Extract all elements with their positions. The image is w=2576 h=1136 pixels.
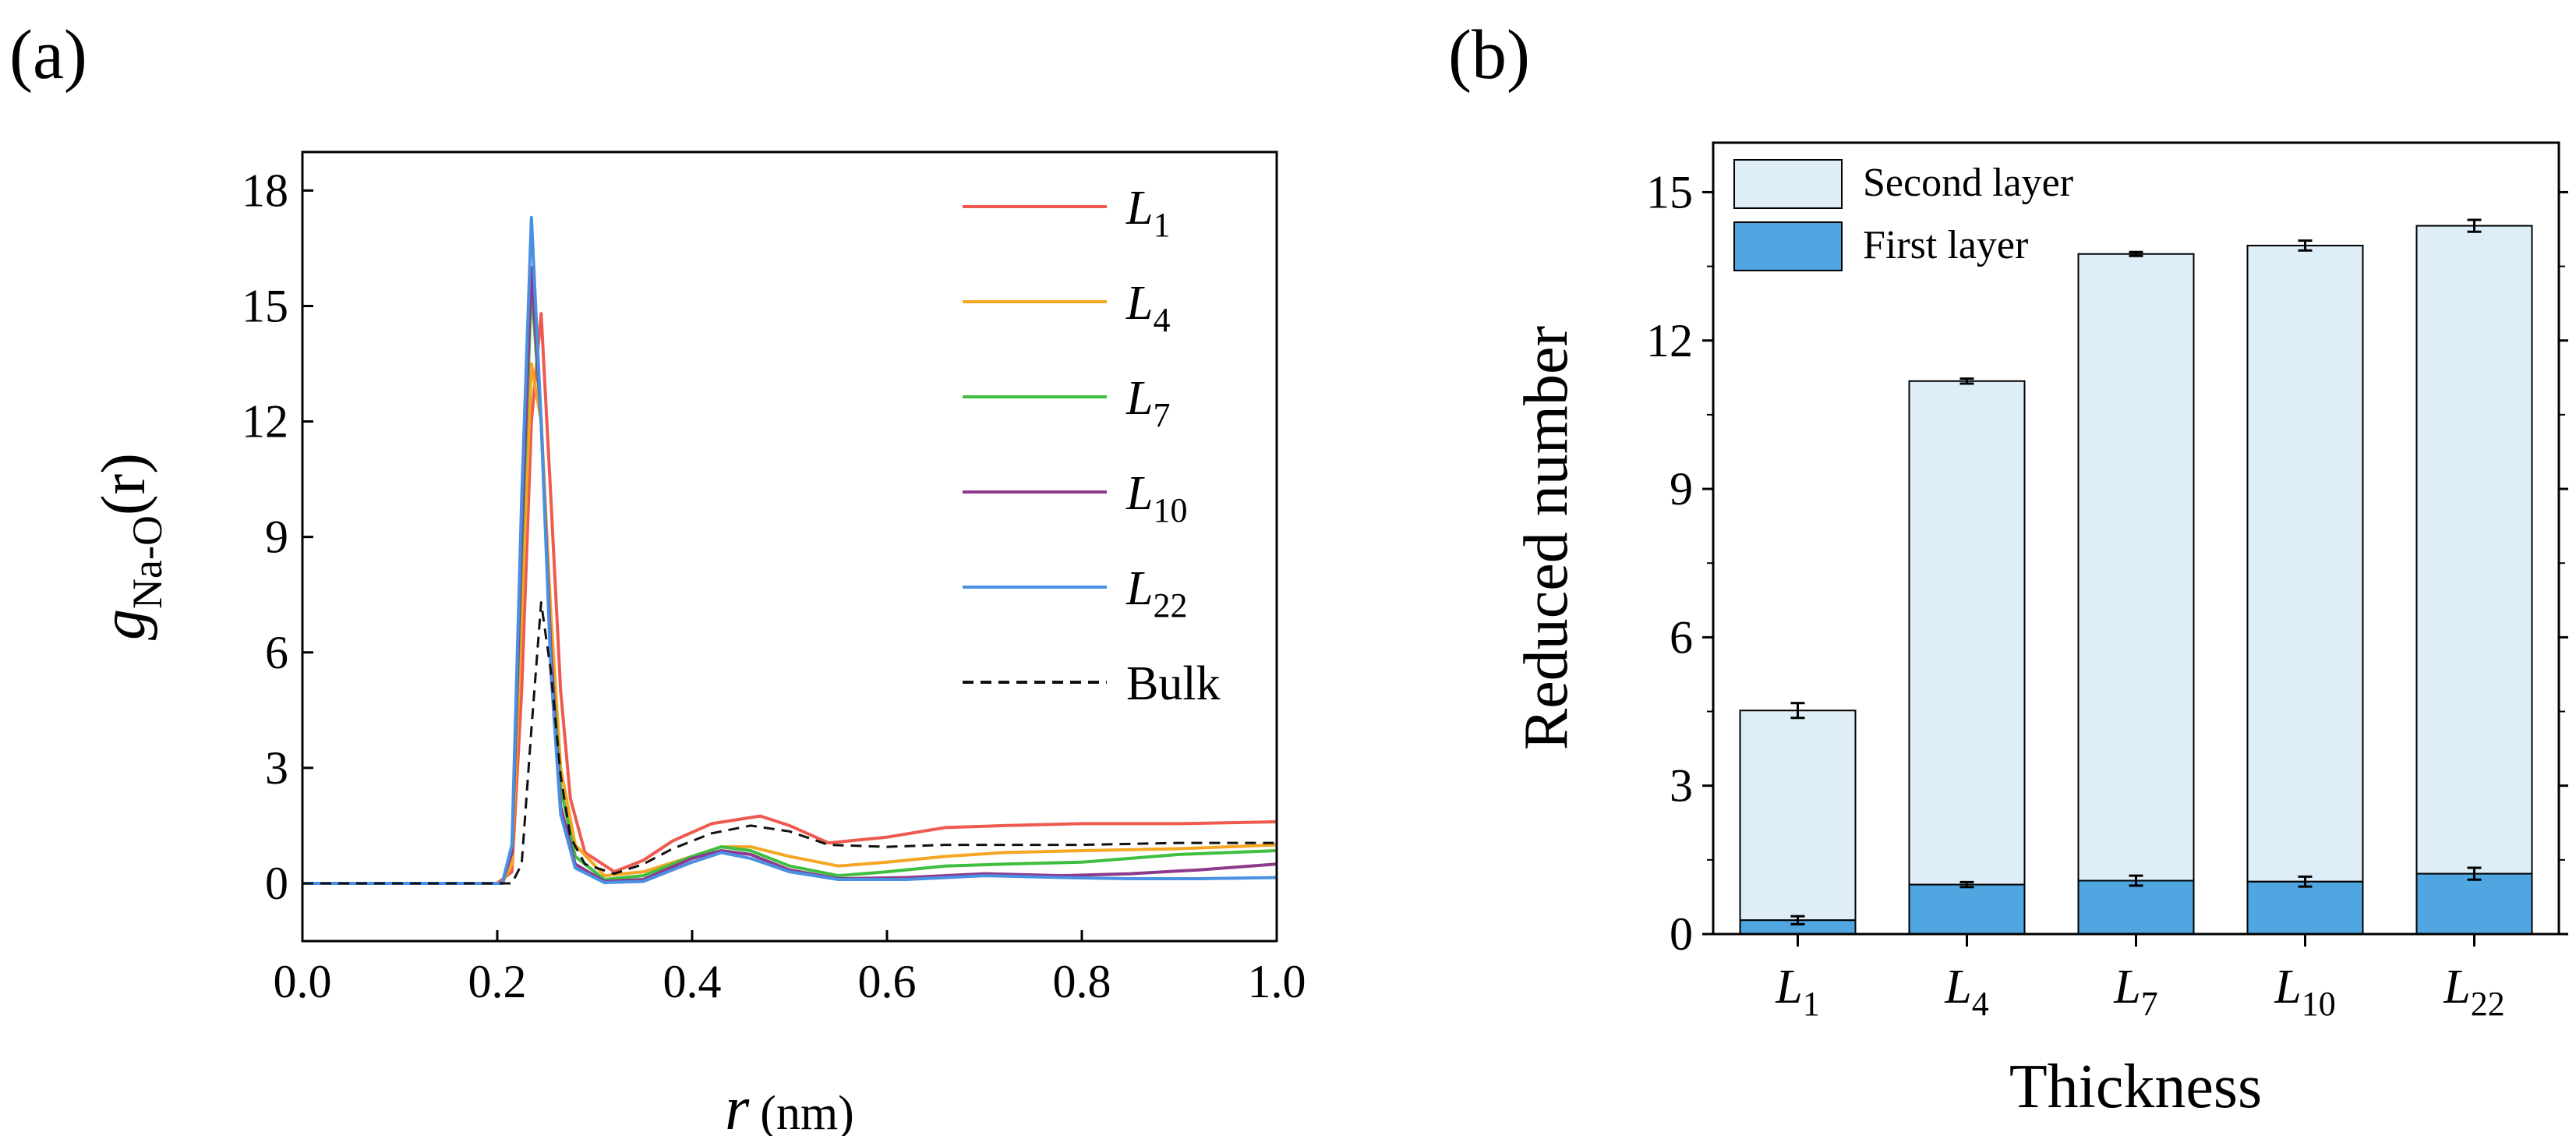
panel-b-bar-chart: (b) L1 L4 L7 L10 L22 0 3 6 9 12 15 Second layer Fir… <box>1448 16 2568 1121</box>
error-bar <box>1790 702 1805 720</box>
error-bar <box>1959 880 1974 889</box>
bar-second-layer <box>1739 710 1857 922</box>
panel-a-ticks: 0 3 6 9 12 15 18 0.0 0.2 0.4 0.6 0.8 1.0 <box>242 165 1306 1007</box>
panel-b-label: (b) <box>1448 16 1530 94</box>
panel-a-legend: L1 L4 L7 L10 L22 Bulk <box>963 182 1221 710</box>
panel-b-x-tick-label: L4 <box>1944 961 1988 1023</box>
panel-a-x-tick-label: 0.4 <box>663 956 722 1007</box>
panel-b-y-tick-label: 6 <box>1670 611 1693 663</box>
panel-b-x-tick-label: L10 <box>2274 961 2335 1023</box>
panel-a-x-tick-label: 0.6 <box>858 956 917 1007</box>
panel-b-y-tick-label: 12 <box>1646 315 1693 366</box>
error-bar <box>2129 250 2143 257</box>
panel-a-x-axis-title: r (nm) <box>725 1074 854 1136</box>
error-bar <box>1959 377 1974 385</box>
panel-b-y-tick-label: 3 <box>1670 760 1693 812</box>
error-bar <box>2467 866 2482 881</box>
panel-a-series-line-L4 <box>302 362 1277 885</box>
panel-b-x-tick-label: L7 <box>2113 961 2157 1023</box>
panel-a-y-tick-label: 18 <box>242 165 288 216</box>
panel-b-x-axis-title: Thickness <box>2009 1053 2262 1121</box>
bar-first-layer <box>2415 872 2533 935</box>
bar-first-layer <box>2077 879 2195 936</box>
bar-second-layer <box>2415 225 2533 875</box>
panel-a-y-tick-label: 12 <box>242 396 288 448</box>
panel-a-series-line-bulk <box>302 601 1277 885</box>
panel-a-plot-frame <box>301 150 1278 943</box>
panel-b-legend-label: Second layer <box>1863 161 2073 205</box>
panel-a-y-tick-label: 3 <box>265 742 288 794</box>
panel-b-plot-frame <box>1712 141 2560 936</box>
bar-first-layer <box>1908 883 2026 935</box>
panel-a-legend-label: L10 <box>1125 467 1187 529</box>
panel-a-y-axis-title: gNa-O(r) <box>90 453 171 640</box>
error-bar <box>2129 874 2143 887</box>
panel-b-bars <box>1739 218 2533 936</box>
panel-a-label: (a) <box>9 16 87 94</box>
panel-b-legend-swatch <box>1733 159 1843 209</box>
panel-a-y-tick-label: 9 <box>265 511 288 563</box>
panel-a-x-tick-label: 0.8 <box>1053 956 1111 1007</box>
bar-second-layer <box>2077 253 2195 882</box>
panel-a-legend-label: L4 <box>1125 277 1170 339</box>
panel-a-legend-label: Bulk <box>1126 657 1221 710</box>
panel-a-legend-label: L1 <box>1125 182 1170 244</box>
panel-b-y-tick-label: 9 <box>1670 463 1693 515</box>
bar-first-layer <box>2246 880 2364 935</box>
panel-a-series-lines <box>302 215 1277 885</box>
panel-b-y-tick-label: 15 <box>1646 166 1693 218</box>
error-bar <box>1790 915 1805 925</box>
error-bar <box>2298 239 2313 252</box>
panel-a-series-line-L1 <box>302 312 1277 885</box>
panel-b-y-tick-label: 0 <box>1670 908 1693 960</box>
panel-b-x-tick-label: L1 <box>1775 961 1819 1023</box>
panel-b-legend-label: First layer <box>1863 223 2028 267</box>
panel-b-legend-swatch <box>1733 221 1843 271</box>
error-bar <box>2467 218 2482 233</box>
bar-second-layer <box>1908 380 2026 886</box>
panel-b-x-tick-label: L22 <box>2443 961 2504 1023</box>
panel-a-y-tick-label: 15 <box>242 280 288 331</box>
panel-a-legend-label: L7 <box>1125 372 1170 434</box>
panel-a-x-tick-label: 0.0 <box>274 956 332 1007</box>
bar-second-layer <box>2246 244 2364 883</box>
panel-a-series-line-L22 <box>302 215 1277 885</box>
panel-b-legend: Second layer First layer <box>1733 159 2073 271</box>
panel-a-x-tick-label: 0.2 <box>468 956 527 1007</box>
error-bar <box>2298 875 2313 888</box>
panel-a-y-tick-label: 0 <box>265 858 288 909</box>
panel-a-y-tick-label: 6 <box>265 627 288 678</box>
panel-b-y-axis-title: Reduced number <box>1512 326 1581 750</box>
panel-a-legend-label: L22 <box>1125 562 1187 625</box>
panel-b-ticks: L1 L4 L7 L10 L22 0 3 6 9 12 15 <box>1646 166 2568 1023</box>
panel-a-x-tick-label: 1.0 <box>1248 956 1306 1007</box>
